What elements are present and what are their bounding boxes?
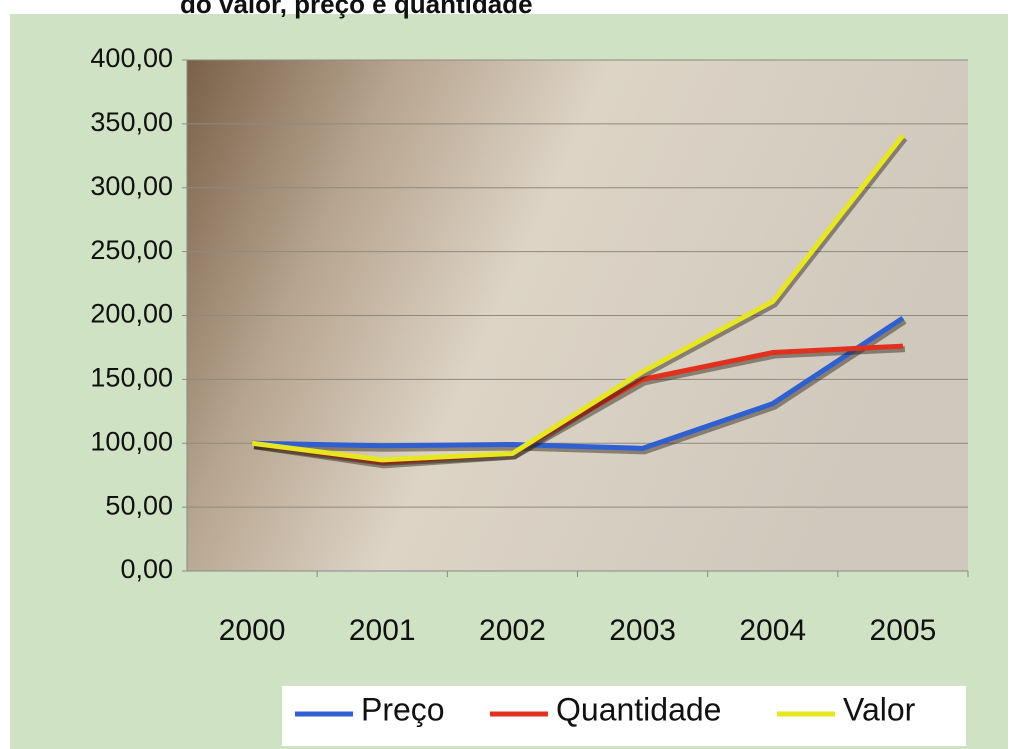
y-tick-label: 200,00 bbox=[90, 299, 173, 329]
legend-label: Valor bbox=[843, 691, 916, 727]
y-tick-label: 300,00 bbox=[90, 171, 173, 201]
y-tick-label: 250,00 bbox=[90, 235, 173, 265]
y-tick-label: 0,00 bbox=[120, 554, 173, 584]
y-tick-label: 100,00 bbox=[90, 426, 173, 456]
legend-label: Quantidade bbox=[556, 691, 721, 727]
x-tick-label: 2005 bbox=[870, 614, 937, 647]
x-tick-label: 2004 bbox=[739, 614, 806, 647]
y-tick-label: 400,00 bbox=[90, 43, 173, 73]
x-tick-label: 2002 bbox=[479, 614, 546, 647]
y-tick-label: 150,00 bbox=[90, 363, 173, 393]
chart-title: do valor, preço e quantidade bbox=[180, 0, 533, 19]
y-tick-label: 50,00 bbox=[105, 490, 173, 520]
x-tick-label: 2003 bbox=[609, 614, 676, 647]
x-tick-label: 2001 bbox=[349, 614, 416, 647]
chart: do valor, preço e quantidade 0,00 50,00 10… bbox=[0, 0, 1020, 749]
y-tick-label: 350,00 bbox=[90, 107, 173, 137]
x-tick-label: 2000 bbox=[219, 614, 286, 647]
legend-label: Preço bbox=[361, 691, 445, 727]
page: do valor, preço e quantidade 0,00 50,00 10… bbox=[0, 0, 1020, 749]
